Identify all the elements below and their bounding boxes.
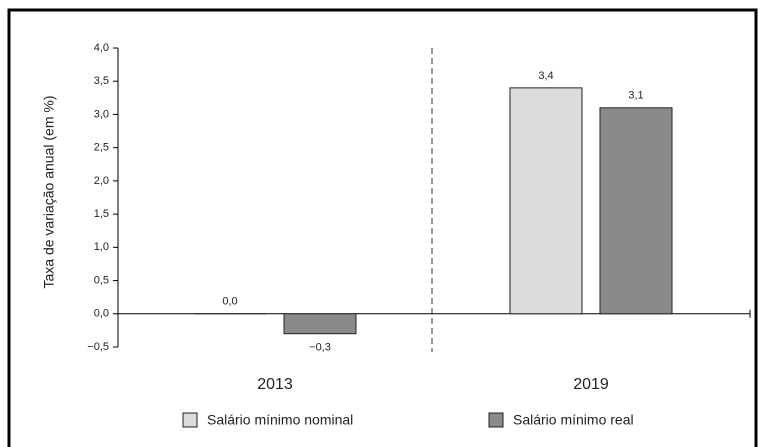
y-tick-label: 4,0 <box>94 42 109 54</box>
x-tick-label: 2013 <box>257 376 293 393</box>
legend-label: Salário mínimo nominal <box>207 412 353 428</box>
legend-label: Salário mínimo real <box>513 412 634 428</box>
legend-swatch <box>488 412 504 428</box>
value-label: 0,0 <box>222 296 237 308</box>
value-label: 3,4 <box>538 70 553 82</box>
bar <box>599 107 673 315</box>
value-label: −0,3 <box>309 342 331 354</box>
frame <box>7 8 758 447</box>
y-tick-label: 3,5 <box>94 75 109 87</box>
y-tick-label: 0,5 <box>94 274 109 286</box>
y-tick-label: 2,5 <box>94 142 109 154</box>
y-tick-label: 3,0 <box>94 108 109 120</box>
bar <box>283 313 357 335</box>
y-tick-label: 1,5 <box>94 208 109 220</box>
legend-swatch <box>182 412 198 428</box>
bar <box>509 87 583 315</box>
y-axis-label: Taxa de variação anual (em %) <box>41 96 57 289</box>
y-tick-label: 2,0 <box>94 175 109 187</box>
value-label: 3,1 <box>628 90 643 102</box>
y-tick-label: 1,0 <box>94 241 109 253</box>
y-tick-label: 0,0 <box>94 308 109 320</box>
x-tick-label: 2019 <box>573 376 609 393</box>
y-tick-label: −0,5 <box>87 341 109 353</box>
